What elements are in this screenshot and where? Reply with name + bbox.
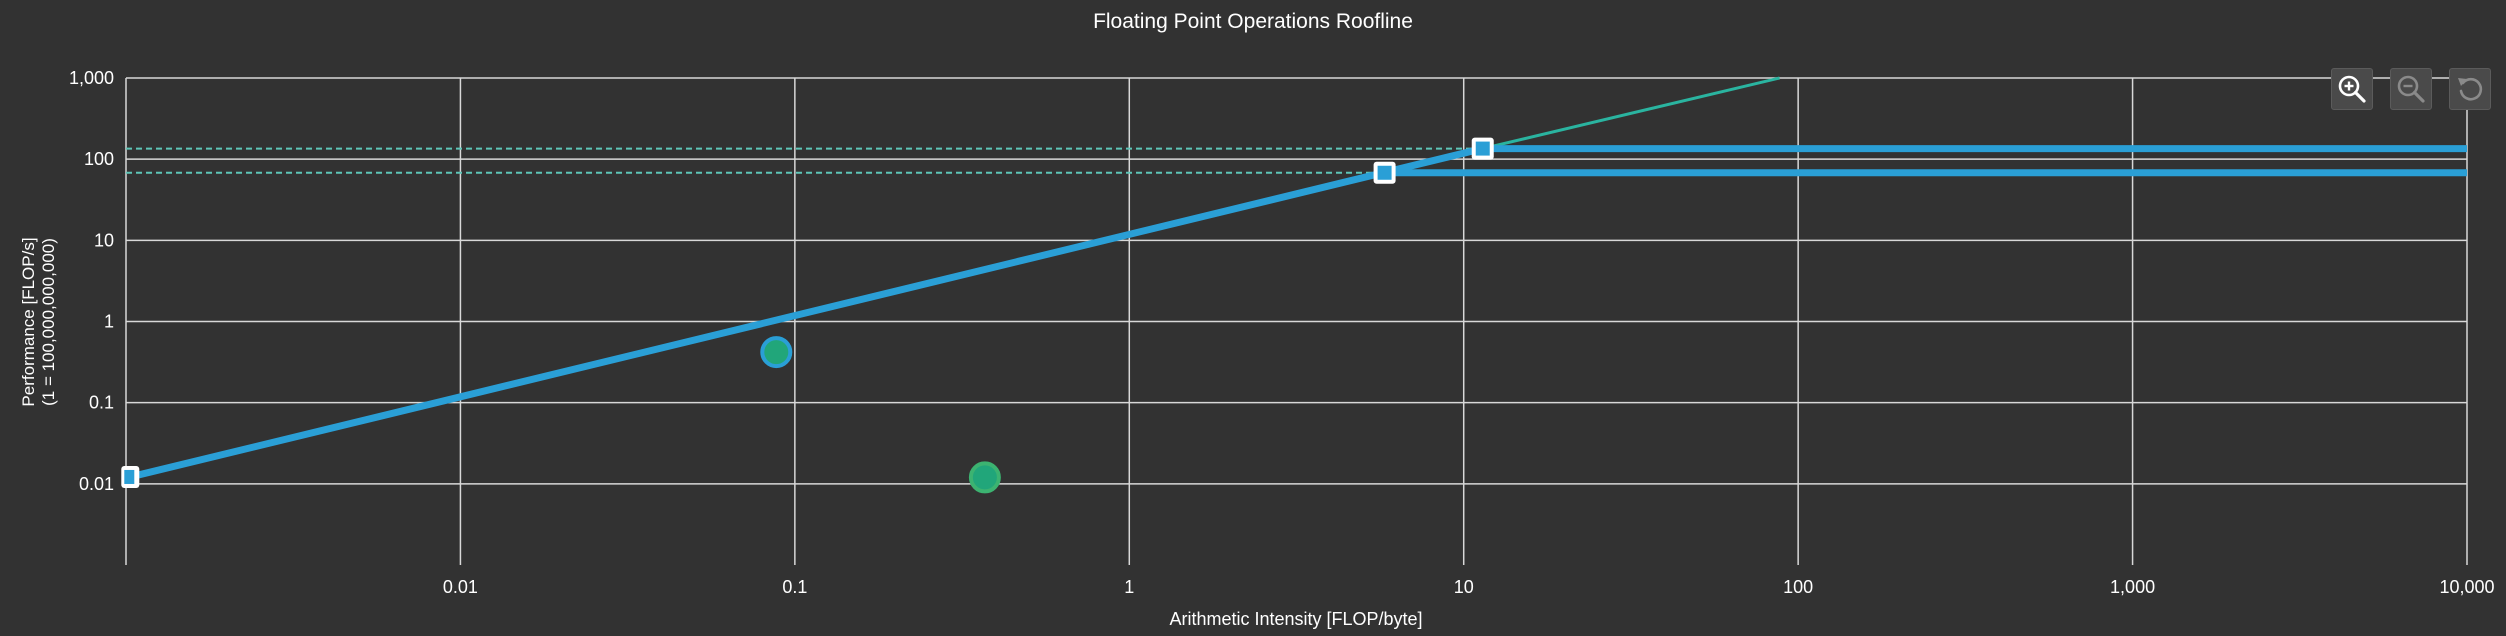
roof-start-marker-fill — [124, 469, 135, 484]
reset-icon — [2458, 77, 2483, 101]
point-layer — [760, 336, 1001, 494]
ridge-point-upper-fill — [1475, 141, 1490, 156]
x-tick-label: 0.01 — [443, 577, 478, 597]
x-tick-label: 10,000 — [2439, 577, 2494, 597]
y-axis-label-group: Performance [FLOP/s] (1 = 100,000,000,00… — [19, 237, 58, 406]
zoom-in-button[interactable] — [2331, 68, 2373, 110]
chart-title: Floating Point Operations Roofline — [1093, 10, 1413, 33]
y-axis-label: Performance [FLOP/s] — [19, 237, 38, 406]
y-tick-label: 100 — [84, 149, 114, 169]
zoom-out-icon — [2397, 75, 2425, 103]
y-tick-label: 1 — [104, 312, 114, 332]
tick-layer: 0.01 0.1 1 10 100 1,000 10,000 0.01 0.1 1 10 100 1,0… — [69, 68, 2495, 597]
roof-layer — [121, 76, 2467, 488]
y-tick-label: 0.01 — [79, 474, 114, 494]
data-point-2 — [968, 461, 1001, 494]
zoom-out-button[interactable] — [2390, 68, 2432, 110]
x-tick-label: 100 — [1783, 577, 1813, 597]
x-tick-label: 1,000 — [2110, 577, 2155, 597]
x-tick-label: 0.1 — [782, 577, 807, 597]
reset-button[interactable] — [2449, 68, 2491, 110]
ridge-point-lower-fill — [1377, 165, 1392, 180]
memory-bandwidth-roof — [126, 145, 1487, 481]
x-tick-label: 1 — [1124, 577, 1134, 597]
y-tick-label: 1,000 — [69, 68, 114, 88]
y-tick-label: 0.1 — [89, 393, 114, 413]
x-axis-label: Arithmetic Intensity [FLOP/byte] — [1169, 609, 1422, 629]
y-tick-label: 10 — [94, 230, 114, 250]
secondary-bandwidth-line — [1482, 76, 1780, 151]
zoom-in-icon — [2338, 75, 2366, 103]
y-axis-sublabel: (1 = 100,000,000,000) — [39, 238, 58, 406]
grid-layer — [125, 77, 2468, 565]
data-point-1 — [760, 336, 793, 369]
x-tick-label: 10 — [1454, 577, 1474, 597]
